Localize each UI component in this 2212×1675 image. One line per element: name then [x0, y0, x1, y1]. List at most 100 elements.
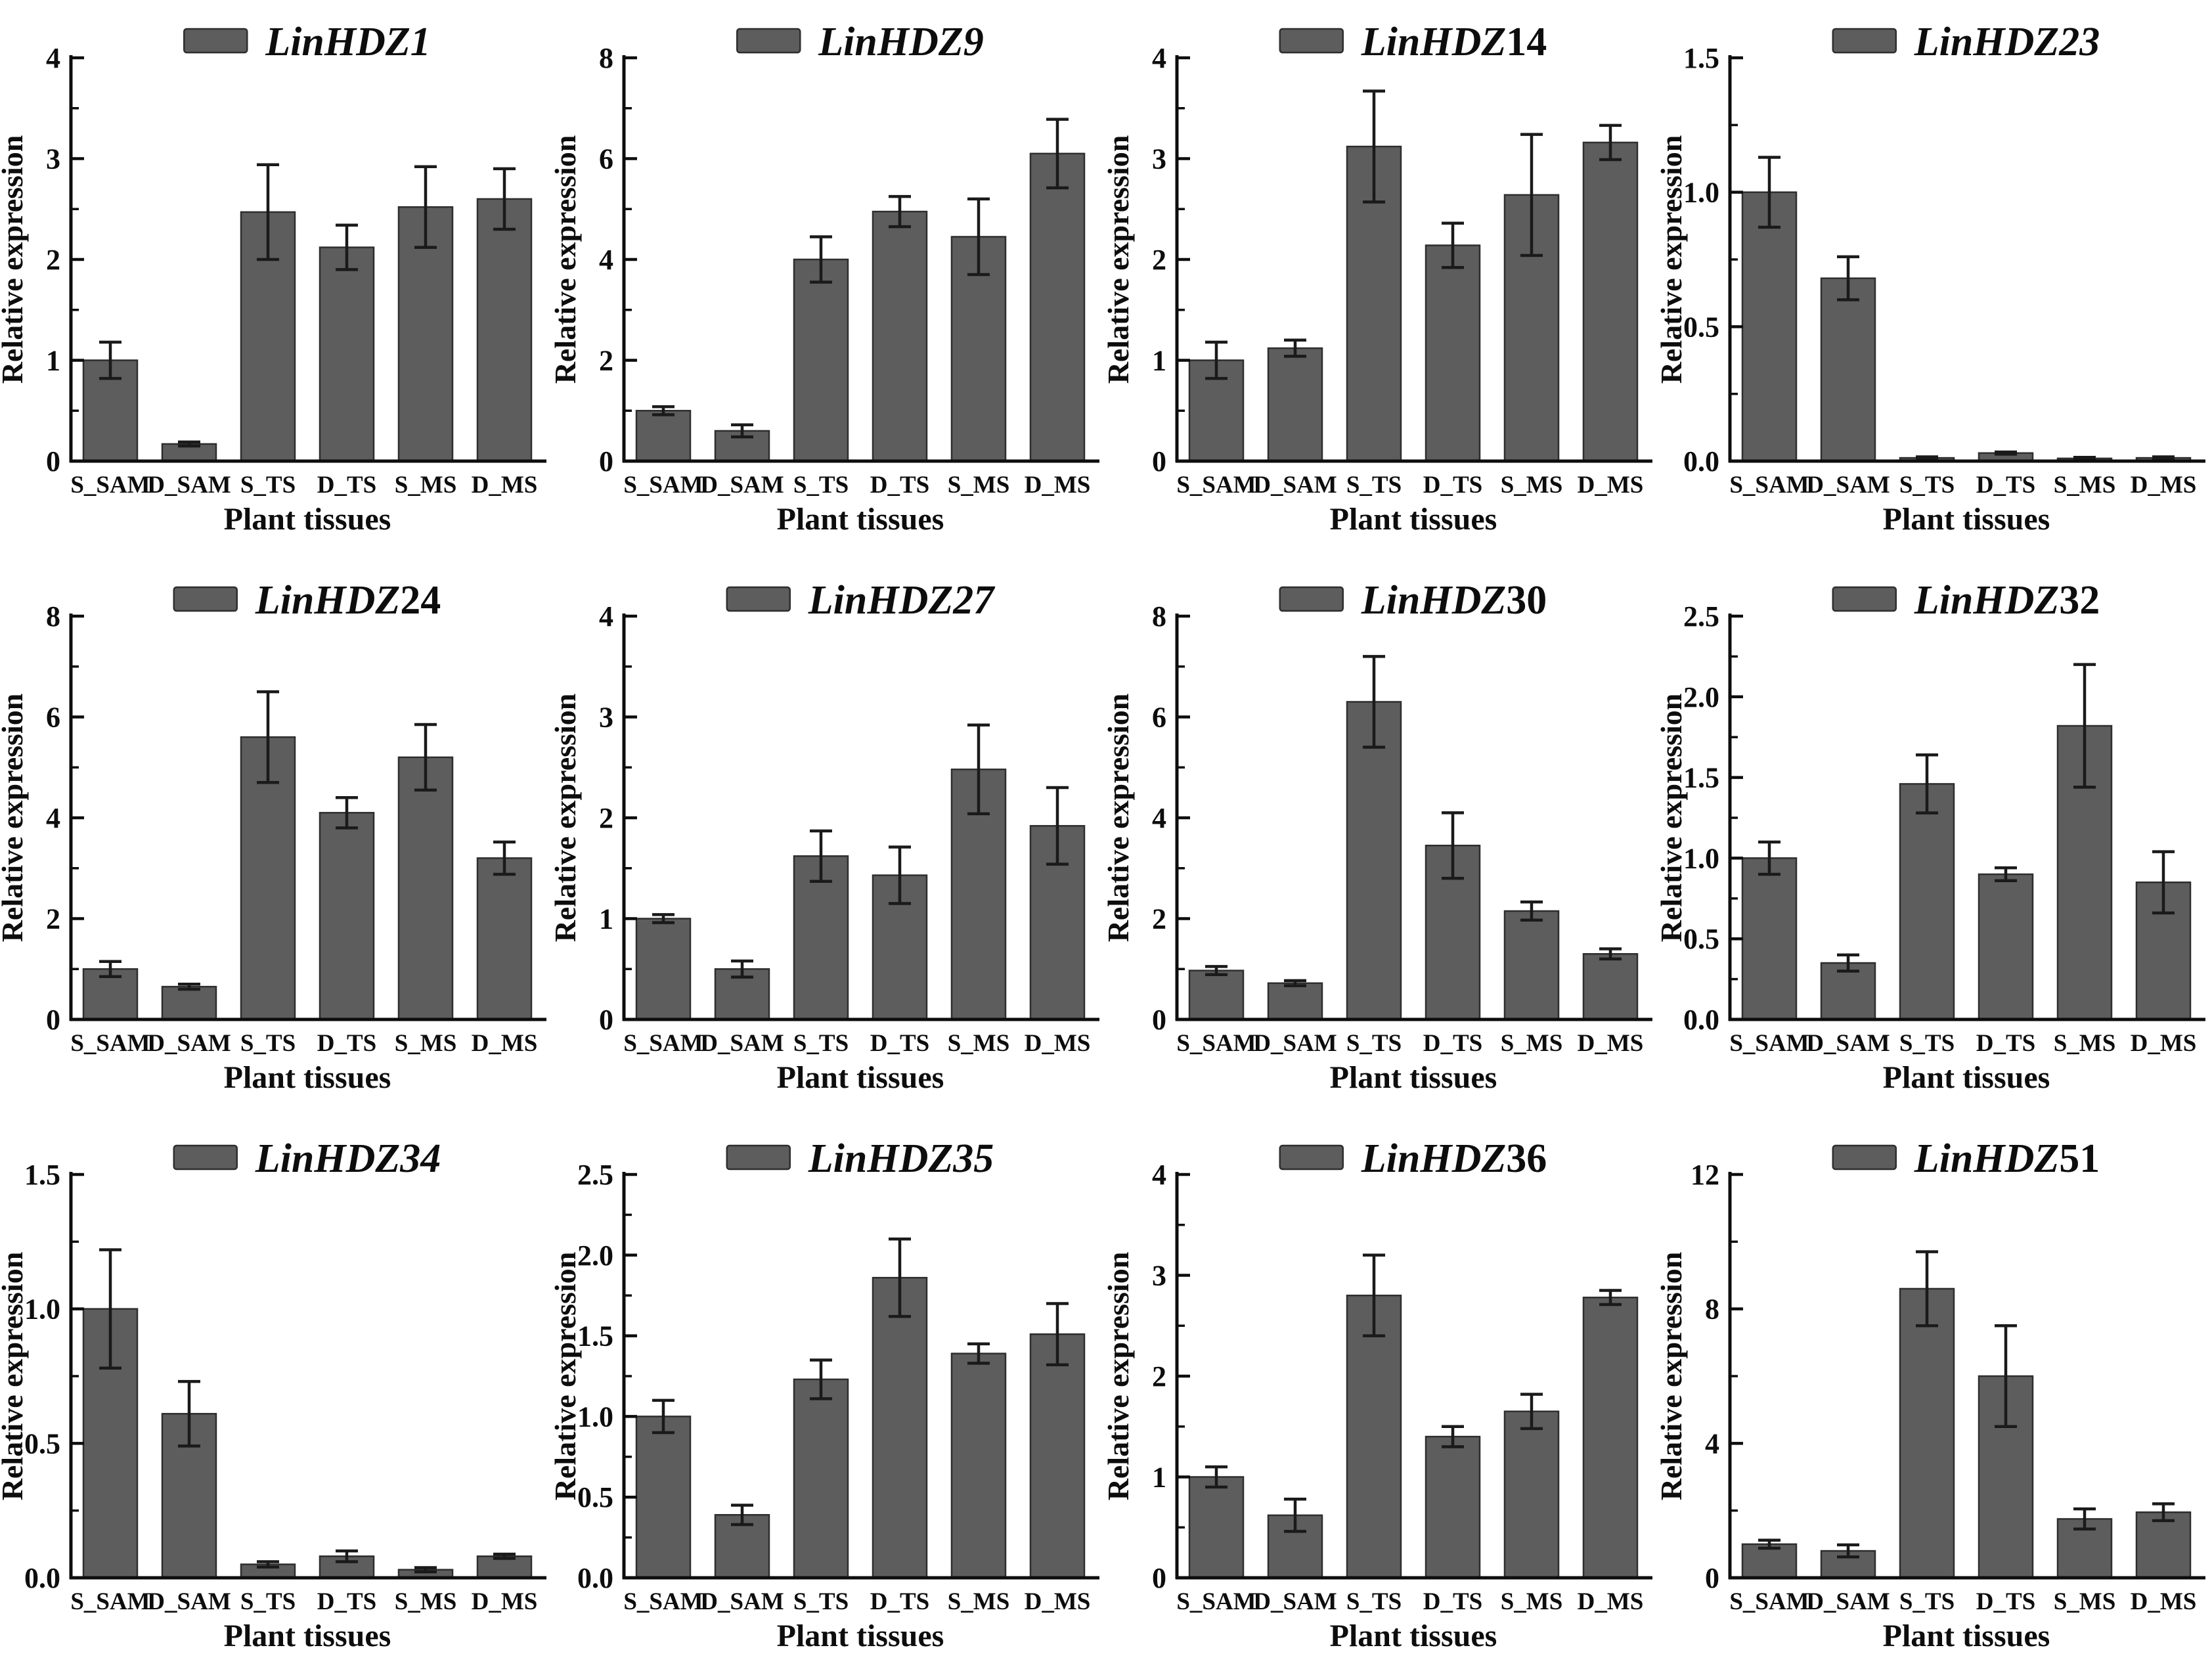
x-axis-label: Plant tissues [224, 502, 391, 537]
bar-D_MS [1029, 1333, 1086, 1579]
x-tick-label-S_MS: S_MS [948, 1030, 1010, 1057]
y-tick-label: 0 [599, 445, 613, 478]
x-tick-label-D_SAM: D_SAM [1253, 1030, 1337, 1057]
y-tick-label: 6 [46, 702, 60, 734]
x-axis-label: Plant tissues [1330, 1619, 1497, 1653]
y-axis-label: Relative expression [1659, 1252, 1688, 1501]
error-bar-D_SAM [731, 423, 753, 439]
legend-swatch [1279, 586, 1344, 612]
legend-swatch [173, 586, 238, 612]
y-axis-label: Relative expression [1659, 135, 1688, 384]
legend-swatch [173, 1144, 238, 1171]
y-tick-label: 8 [46, 600, 60, 633]
x-tick-label-S_SAM: S_SAM [623, 1588, 703, 1615]
bar-S_TS [1899, 1287, 1955, 1579]
x-tick-label-S_SAM: S_SAM [1176, 472, 1256, 499]
y-tick-label: 1 [1152, 1462, 1166, 1494]
chart-panel-LinHDZ27: 0 1 2 3 4 S_SAM D_SAM S_TS D_TS S_MS D_MS Plant tis… [553, 558, 1106, 1117]
y-tick-label: 1 [46, 345, 60, 377]
error-bar-D_SAM [731, 959, 753, 979]
x-axis-label: Plant tissues [1883, 502, 2050, 537]
y-tick-label: 0 [1705, 1562, 1719, 1594]
x-tick-label-S_SAM: S_SAM [70, 1588, 150, 1615]
error-bar-S_TS [257, 1560, 279, 1569]
error-bar-D_SAM [1837, 953, 1859, 973]
error-bar-D_MS [493, 1552, 516, 1560]
bar-D_TS [872, 1276, 928, 1579]
x-tick-label-S_SAM: S_SAM [1729, 1588, 1809, 1615]
error-bar-D_SAM [731, 1504, 753, 1527]
error-bar-S_SAM [99, 340, 122, 380]
y-tick-label: 0.5 [1683, 923, 1719, 955]
legend-swatch [726, 1144, 791, 1171]
y-axis-label: Relative expression [1106, 1252, 1135, 1501]
legend-swatch [736, 28, 801, 54]
chart-panel-LinHDZ30: 0 2 4 6 8 S_SAM D_SAM S_TS D_TS S_MS D_MS Plant tis… [1106, 558, 1659, 1117]
x-axis-label: Plant tissues [1883, 1060, 2050, 1095]
chart-title: LinHDZ1 [265, 20, 430, 64]
error-bar-D_MS [493, 167, 516, 231]
y-tick-label: 3 [1152, 143, 1166, 175]
error-bar-S_SAM [99, 1248, 122, 1370]
x-tick-label-D_SAM: D_SAM [700, 1030, 784, 1057]
x-tick-label-S_SAM: S_SAM [623, 1030, 703, 1057]
bar-S_SAM [635, 410, 692, 462]
chart-title: LinHDZ23 [1914, 20, 2100, 64]
legend-swatch [1279, 28, 1344, 54]
chart-title: LinHDZ51 [1914, 1136, 2100, 1181]
error-bar-D_TS [1442, 811, 1464, 880]
y-tick-label: 4 [1705, 1427, 1719, 1460]
bar-D_TS [319, 812, 375, 1021]
error-bar-S_MS [1520, 900, 1543, 922]
x-tick-label-D_SAM: D_SAM [147, 1030, 231, 1057]
error-bar-S_TS [257, 163, 279, 261]
y-tick-label: 0.0 [577, 1562, 613, 1594]
y-tick-label: 3 [46, 143, 60, 175]
y-axis-label: Relative expression [0, 1252, 29, 1501]
bar-D_MS [1582, 1297, 1639, 1579]
x-tick-label-D_TS: D_TS [870, 472, 929, 499]
x-tick-label-S_TS: S_TS [1346, 1030, 1402, 1057]
bar-S_SAM [1741, 191, 1798, 462]
x-tick-label-D_MS: D_MS [2131, 472, 2197, 499]
y-tick-label: 8 [599, 42, 613, 74]
x-axis-label: Plant tissues [1883, 1619, 2050, 1653]
error-bar-S_MS [1520, 1393, 1543, 1431]
chart-title: LinHDZ27 [808, 578, 996, 623]
error-bar-D_TS [336, 1549, 358, 1563]
error-bar-S_SAM [1758, 1538, 1781, 1550]
error-bar-S_SAM [652, 913, 675, 924]
y-tick-label: 1.5 [1683, 42, 1719, 74]
bar-D_MS [1582, 952, 1639, 1021]
y-tick-label: 8 [1705, 1293, 1719, 1326]
error-bar-D_TS [336, 796, 358, 830]
y-axis-label: Relative expression [553, 1252, 582, 1501]
x-tick-label-D_TS: D_TS [317, 1588, 376, 1615]
error-bar-D_SAM [178, 440, 200, 448]
x-tick-label-S_MS: S_MS [1501, 472, 1563, 499]
y-tick-label: 0 [46, 445, 60, 478]
chart-background [553, 558, 1106, 1117]
error-bar-S_TS [1363, 1253, 1385, 1337]
y-tick-label: 0.0 [1683, 445, 1719, 478]
bar-S_TS [793, 855, 849, 1021]
x-tick-label-D_TS: D_TS [870, 1588, 929, 1615]
error-bar-S_MS [2073, 1507, 2096, 1531]
bar-S_TS [793, 258, 849, 462]
error-bar-S_SAM [1205, 1465, 1228, 1489]
error-bar-S_TS [810, 829, 832, 883]
error-bar-D_TS [1442, 1425, 1464, 1448]
x-tick-label-S_TS: S_TS [240, 1030, 296, 1057]
error-bar-S_TS [810, 1358, 832, 1400]
legend-swatch [1832, 28, 1897, 54]
error-bar-D_TS [889, 194, 911, 229]
x-tick-label-D_SAM: D_SAM [1253, 1588, 1337, 1615]
y-tick-label: 4 [599, 244, 613, 276]
error-bar-S_TS [1363, 655, 1385, 749]
y-tick-label: 4 [599, 600, 613, 633]
